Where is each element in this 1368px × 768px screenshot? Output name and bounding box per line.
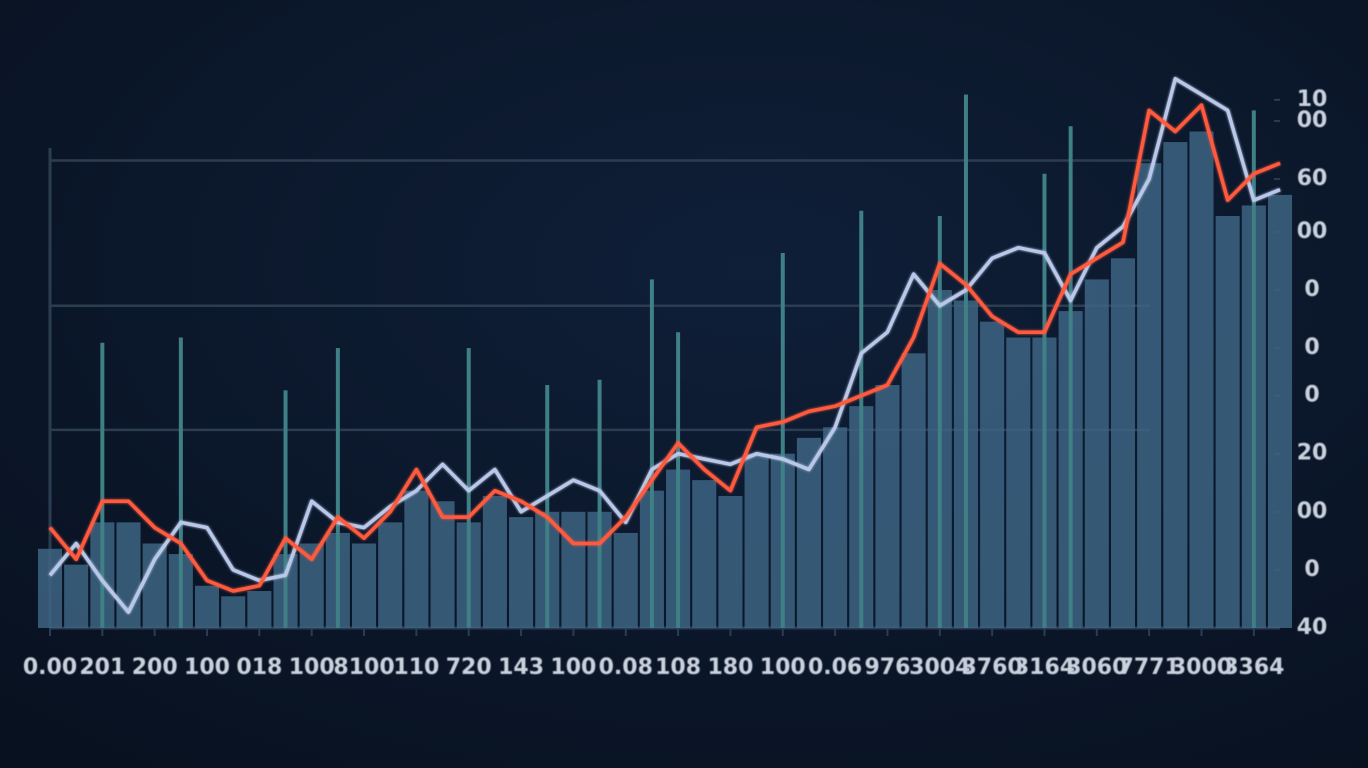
x-tick-label: 3364	[1223, 655, 1284, 680]
bar	[1163, 142, 1188, 628]
bar	[404, 490, 429, 628]
x-tick-label: 3060	[1066, 655, 1127, 680]
x-tick-label: 018	[236, 655, 282, 680]
x-tick-label: 0.00	[23, 655, 77, 680]
spike	[963, 94, 968, 628]
x-tick-label: 100	[550, 655, 596, 680]
bar	[378, 522, 403, 628]
y-tick-label: 0	[1304, 557, 1319, 582]
bar	[1084, 279, 1109, 628]
x-tick-label: 3000	[1171, 655, 1232, 680]
spike	[649, 279, 654, 628]
bar	[142, 543, 167, 628]
bar	[1110, 258, 1136, 628]
bar	[692, 480, 717, 628]
bar	[37, 548, 63, 628]
x-tick-label: 976	[864, 655, 910, 680]
bar	[875, 385, 900, 628]
x-tick-label: 200	[132, 655, 178, 680]
y-tick-label: 20	[1297, 441, 1328, 466]
lines	[48, 76, 1281, 614]
x-tick-label: 0.06	[808, 655, 862, 680]
x-tick-label: 108	[655, 655, 701, 680]
x-tick-label: 7771	[1119, 655, 1180, 680]
x-tick-label: 110	[393, 655, 439, 680]
bar	[221, 596, 246, 628]
x-tick-label: 100	[760, 655, 806, 680]
bar	[247, 591, 272, 628]
spike	[676, 332, 681, 628]
bar	[901, 353, 926, 628]
x-tick-label: 180	[707, 655, 753, 680]
x-tick-label: 143	[498, 655, 544, 680]
spike	[937, 216, 942, 628]
bar	[64, 564, 89, 628]
spike	[780, 252, 785, 628]
bar	[1267, 194, 1293, 628]
x-tick-label: 100	[184, 655, 230, 680]
y-tick-label: 0	[1304, 383, 1319, 408]
bar	[823, 427, 848, 628]
y-tick-label: 0	[1304, 335, 1319, 360]
x-tick-label: 8100	[333, 655, 394, 680]
bar	[1215, 216, 1240, 628]
bar	[718, 495, 743, 628]
spike	[466, 348, 471, 628]
bar	[744, 453, 769, 628]
spike	[1251, 110, 1256, 628]
y-tick-label: 00	[1297, 108, 1328, 133]
y-tick-label: 10	[1297, 87, 1328, 112]
spike	[597, 379, 602, 628]
spike	[100, 342, 105, 628]
bar	[509, 517, 534, 628]
bar	[613, 532, 638, 628]
bar	[561, 511, 586, 628]
bar	[1189, 131, 1214, 628]
x-tick-label: 3164	[1014, 655, 1075, 680]
x-tick-label: 3760	[962, 655, 1023, 680]
y-tick-label: 00	[1297, 499, 1328, 524]
spike	[283, 390, 288, 628]
bar	[1006, 337, 1031, 628]
y-tick-label: 40	[1297, 615, 1328, 640]
bar	[980, 321, 1005, 628]
bar	[194, 585, 220, 628]
x-tick-label: 720	[446, 655, 492, 680]
y-tick-label: 60	[1297, 166, 1328, 191]
x-tick-label: 201	[79, 655, 125, 680]
spike	[178, 337, 183, 628]
bar	[352, 543, 377, 628]
y-tick-label: 0	[1304, 277, 1319, 302]
x-tick-label: 100	[289, 655, 335, 680]
spike	[859, 210, 864, 628]
bar	[1137, 163, 1162, 628]
bar	[482, 495, 507, 628]
x-tick-label: 3004	[909, 655, 970, 680]
spike	[1042, 173, 1047, 628]
y-tick-label: 00	[1297, 219, 1328, 244]
bar	[430, 501, 455, 628]
bars	[37, 94, 1293, 629]
spike	[1068, 126, 1073, 629]
spike	[335, 348, 340, 628]
spike	[545, 385, 550, 628]
line	[48, 103, 1281, 593]
x-tick-label: 0.08	[599, 655, 653, 680]
